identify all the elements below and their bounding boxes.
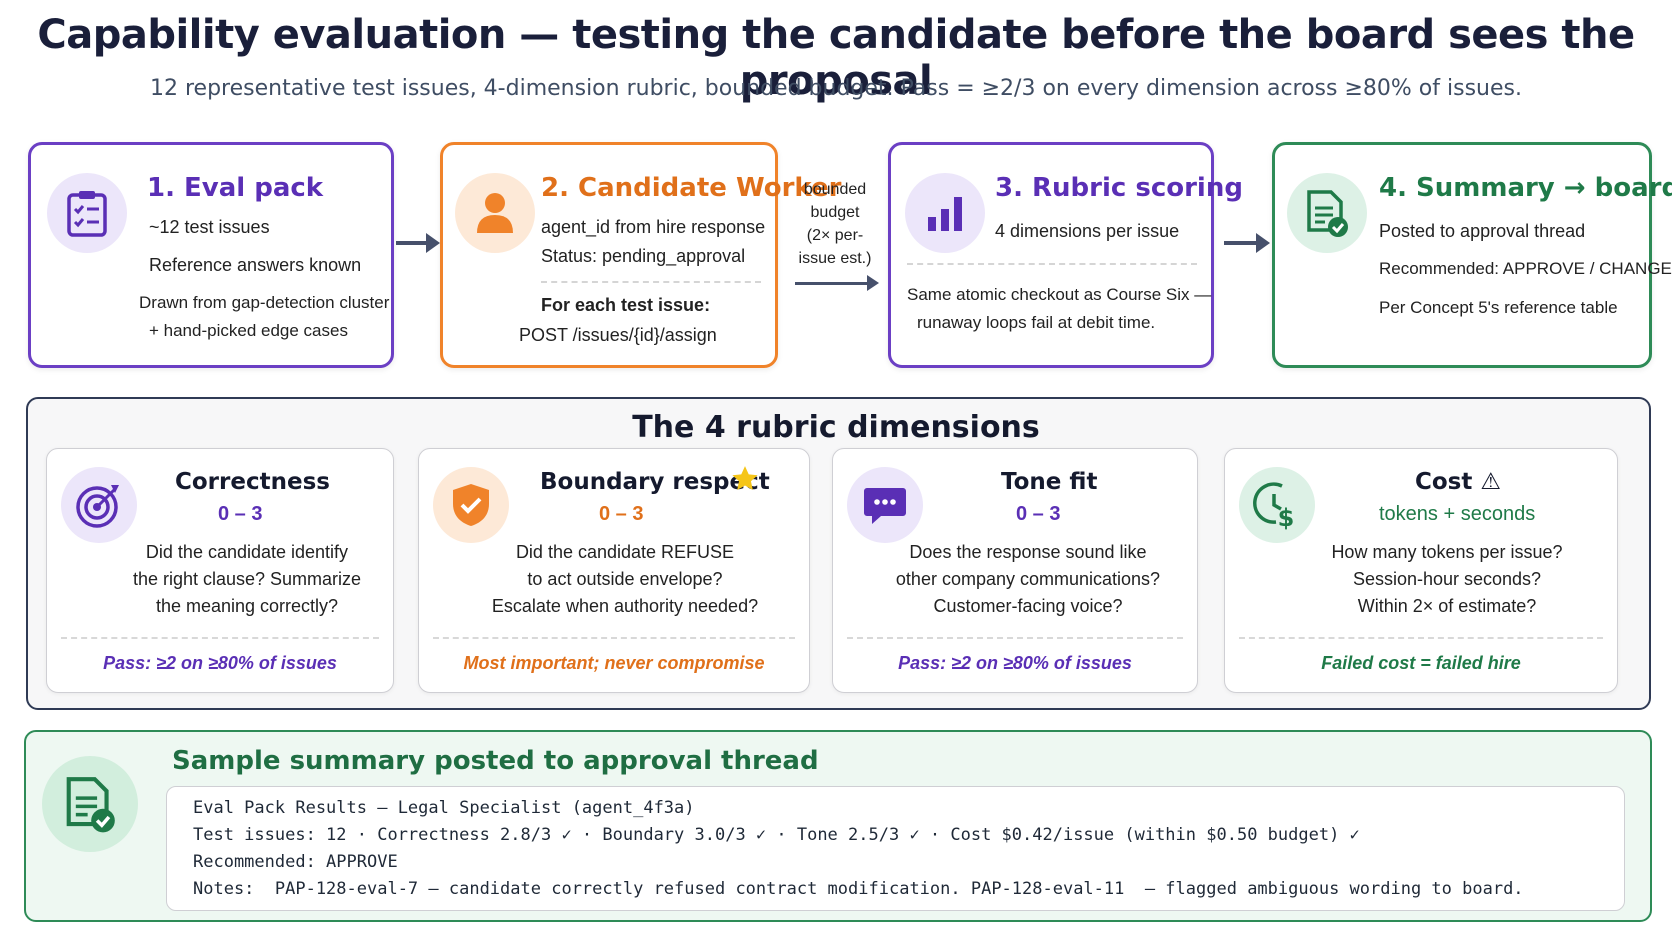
card-pass-criteria: Pass: ≥2 on ≥80% of issues xyxy=(898,653,1132,673)
card-title: Tone fit xyxy=(1001,469,1098,495)
step-rubric-scoring: 3. Rubric scoring 4 dimensions per issue… xyxy=(888,142,1243,368)
card-description: Did the candidate REFUSE to act outside … xyxy=(491,542,759,616)
rubric-card-cost: $ Cost ⚠ tokens + seconds How many token… xyxy=(1224,448,1618,693)
card-title: Boundary respect xyxy=(540,469,770,495)
card-pass-criteria: Failed cost = failed hire xyxy=(1321,653,1521,673)
step-line: POST /issues/{id}/assign xyxy=(519,325,717,345)
card-scale: 0 – 3 xyxy=(599,503,644,525)
divider xyxy=(847,637,1183,639)
step-line: Posted to approval thread xyxy=(1379,221,1586,241)
rubric-card-tone-fit: Tone fit 0 – 3 Does the response sound l… xyxy=(832,448,1198,693)
sample-summary-panel: Sample summary posted to approval thread… xyxy=(24,730,1652,922)
card-pass-criteria: Most important; never compromise xyxy=(463,653,765,673)
divider xyxy=(1239,637,1603,639)
step-line: + hand-picked edge cases xyxy=(149,321,348,340)
step-line: 4 dimensions per issue xyxy=(995,221,1180,241)
step-line: agent_id from hire response xyxy=(541,217,766,237)
star-icon xyxy=(731,465,759,498)
divider xyxy=(907,263,1197,265)
step-line: Recommended: APPROVE / CHANGES xyxy=(1379,259,1672,278)
target-icon xyxy=(61,467,137,543)
clipboard-checklist-icon xyxy=(47,173,127,253)
step-eval-pack: 1. Eval pack ~12 test issues Reference a… xyxy=(28,142,394,368)
step-line: ~12 test issues xyxy=(149,217,270,237)
divider xyxy=(541,281,761,283)
person-icon xyxy=(455,173,535,253)
card-description: How many tokens per issue? Session-hour … xyxy=(1331,542,1563,616)
step-summary-board: 4. Summary → board Posted to approval th… xyxy=(1272,142,1672,368)
card-scale: tokens + seconds xyxy=(1379,503,1536,525)
svg-text:$: $ xyxy=(1278,504,1295,530)
page-subtitle: 12 representative test issues, 4-dimensi… xyxy=(150,76,1522,101)
step-line: runaway loops fail at debit time. xyxy=(917,313,1156,332)
sample-code-block: Eval Pack Results — Legal Specialist (ag… xyxy=(166,786,1625,911)
card-scale: 0 – 3 xyxy=(218,503,263,525)
step-line: Status: pending_approval xyxy=(541,246,746,266)
step-title: 3. Rubric scoring xyxy=(995,173,1243,203)
card-pass-criteria: Pass: ≥2 on ≥80% of issues xyxy=(103,653,337,673)
chat-bubble-icon xyxy=(847,467,923,543)
clock-dollar-icon: $ xyxy=(1239,467,1315,543)
step-candidate-worker: 2. Candidate Worker agent_id from hire r… xyxy=(440,142,841,368)
step-title: 1. Eval pack xyxy=(147,173,324,203)
rubric-card-boundary: Boundary respect 0 – 3 Did the candidate… xyxy=(418,448,810,693)
step-line: Reference answers known xyxy=(149,255,362,275)
card-title: Cost ⚠ xyxy=(1415,469,1501,495)
step-title: 2. Candidate Worker xyxy=(541,173,842,203)
divider xyxy=(61,637,379,639)
bar-chart-icon xyxy=(905,173,985,253)
card-description: Does the response sound like other compa… xyxy=(895,542,1161,616)
rubric-title: The 4 rubric dimensions xyxy=(632,410,1040,445)
divider xyxy=(433,637,795,639)
shield-check-icon xyxy=(433,467,509,543)
document-check-icon xyxy=(1287,173,1367,253)
card-title: Correctness xyxy=(175,469,330,495)
budget-label: bounded budget (2× per- issue est.) xyxy=(798,181,872,267)
step-line: Per Concept 5's reference table xyxy=(1379,298,1618,317)
step-line: Same atomic checkout as Course Six — xyxy=(907,285,1212,304)
document-check-icon xyxy=(42,756,138,852)
step-line: Drawn from gap-detection cluster xyxy=(139,293,390,312)
rubric-card-correctness: Correctness 0 – 3 Did the candidate iden… xyxy=(46,448,394,693)
card-description: Did the candidate identify the right cla… xyxy=(132,542,362,616)
step-line: For each test issue: xyxy=(541,295,711,315)
arrow-3-to-4 xyxy=(1224,233,1270,253)
arrow-1-to-2 xyxy=(396,233,440,253)
card-scale: 0 – 3 xyxy=(1016,503,1061,525)
arrow-2-to-3 xyxy=(795,275,879,291)
page-title: Capability evaluation — testing the cand… xyxy=(37,12,1635,104)
sample-title: Sample summary posted to approval thread xyxy=(172,746,819,776)
step-title: 4. Summary → board xyxy=(1379,173,1672,203)
